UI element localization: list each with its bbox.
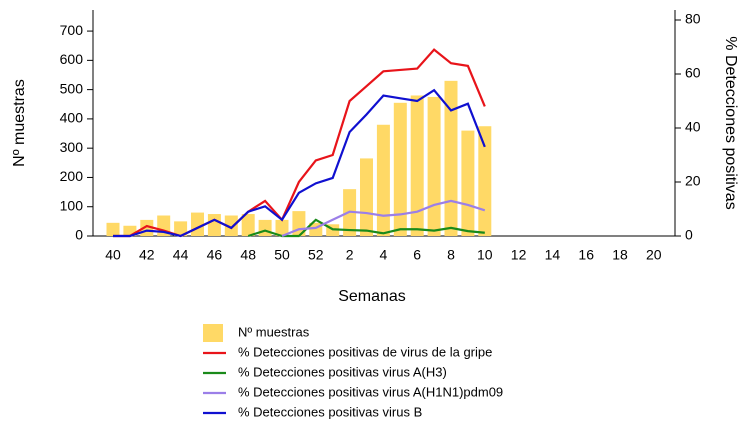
y-tick-label: 100 (60, 197, 84, 213)
bar (191, 212, 204, 236)
bar (360, 158, 373, 236)
line (113, 88, 486, 238)
x-tick-label: 10 (477, 247, 493, 263)
x-tick-label: 20 (646, 247, 662, 263)
x-tick-label: 14 (545, 247, 561, 263)
x-tick-label: 42 (139, 247, 155, 263)
line (281, 199, 486, 238)
y2-tick-label: 40 (685, 119, 701, 135)
y-tick-label: 300 (60, 139, 84, 155)
x-tick-label: 46 (207, 247, 223, 263)
x-tick-label: 44 (173, 247, 189, 263)
x-tick-label: 52 (308, 247, 324, 263)
legend-label: % Detecciones positivas virus B (238, 404, 422, 419)
y2-tick-label: 60 (685, 65, 701, 81)
x-tick-label: 4 (380, 247, 388, 263)
x-tick-label: 16 (578, 247, 594, 263)
x-tick-label: 8 (447, 247, 455, 263)
bar (444, 80, 458, 236)
y-tick-label: 0 (75, 227, 83, 243)
bar (123, 225, 137, 236)
x-tick-label: 40 (105, 247, 121, 263)
legend-label: % Detecciones positivas virus A(H3) (238, 364, 447, 379)
legend-label: % Detecciones positivas virus A(H1N1)pdm… (238, 384, 503, 399)
bar (174, 221, 188, 236)
y-tick-label: 500 (60, 80, 84, 96)
bar (410, 95, 424, 236)
bar (106, 222, 120, 236)
bar (393, 102, 407, 236)
bar (427, 96, 441, 237)
y2-tick-label: 0 (685, 227, 693, 243)
x-tick-label: 50 (274, 247, 290, 263)
y-tick-label: 600 (60, 51, 84, 67)
bar (241, 214, 255, 236)
bar (461, 130, 475, 236)
bar (478, 126, 492, 236)
bar (207, 214, 221, 236)
x-tick-label: 18 (612, 247, 628, 263)
line (247, 218, 485, 238)
y-tick-label: 200 (60, 168, 84, 184)
legend-label: Nº muestras (238, 324, 310, 339)
legend-swatch (203, 324, 223, 342)
x-tick-label: 2 (346, 247, 354, 263)
legend-label: % Detecciones positivas de virus de la g… (238, 344, 492, 359)
y-tick-label: 700 (60, 22, 84, 38)
x-axis-title: Semanas (338, 288, 406, 305)
bar (275, 219, 289, 236)
bar (258, 219, 272, 236)
bar (224, 215, 238, 236)
y2-tick-label: 20 (685, 173, 701, 189)
x-tick-label: 6 (413, 247, 421, 263)
y-axis-title: Nº muestras (11, 79, 28, 167)
y-tick-label: 400 (60, 110, 84, 126)
bar (376, 124, 390, 236)
x-tick-label: 48 (240, 247, 256, 263)
y2-tick-label: 80 (685, 11, 701, 27)
y2-axis-title: % Detecciones positivas (722, 36, 738, 209)
x-tick-label: 12 (511, 247, 527, 263)
